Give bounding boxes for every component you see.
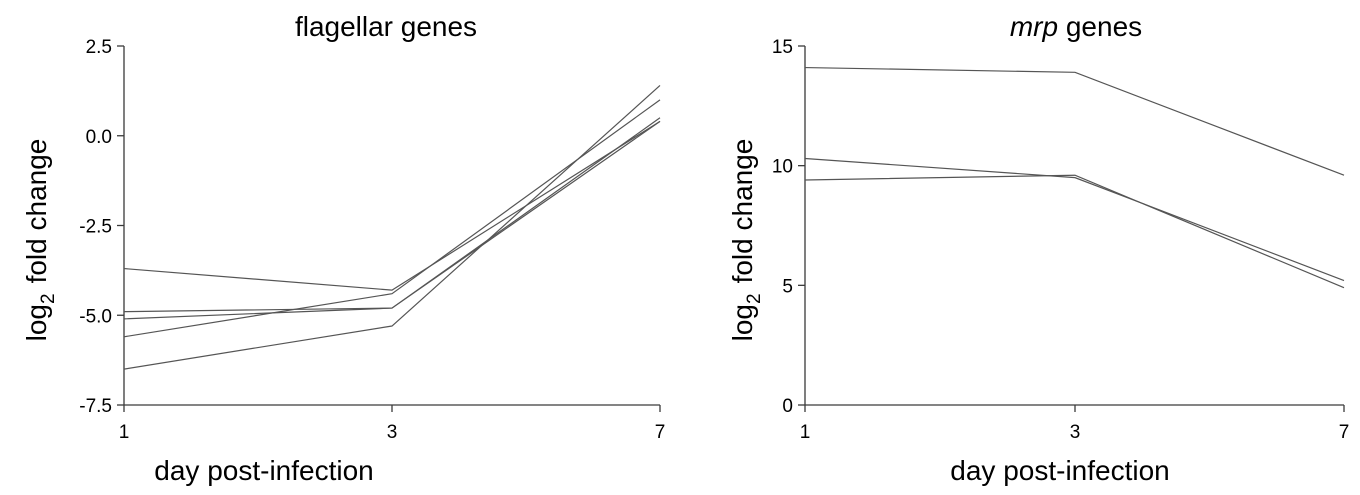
chart-title: flagellar genes: [295, 11, 477, 42]
y-ticks: 2.5 0.0 -2.5 -5.0 -7.5: [79, 37, 124, 417]
y-axis-label-subscript: 2: [744, 293, 765, 304]
x-axis-label: day post-infection: [154, 455, 373, 486]
chart-title-rest: genes: [1058, 11, 1142, 42]
y-tick-label: 0: [782, 396, 793, 417]
y-tick-label: -5.0: [79, 306, 112, 327]
series-line-2: [804, 157, 1345, 282]
series-group: [804, 66, 1345, 289]
y-axis-label: log2 fold change: [21, 139, 59, 342]
y-axis-label-prefix: log: [21, 304, 52, 341]
svg-text:log2fold change: log2 fold change: [727, 139, 765, 342]
series-line-1: [123, 120, 661, 291]
y-axis-label: log2 fold change: [727, 139, 765, 342]
x-ticks: 1 3 7: [119, 405, 666, 443]
mrp-panel: mrp genes log2 fold change day post-infec…: [727, 11, 1349, 486]
y-tick-label: 0.0: [86, 127, 112, 148]
x-tick-label: 7: [655, 422, 666, 443]
series-line-5: [123, 85, 661, 370]
x-ticks: 1 3 7: [800, 405, 1350, 443]
series-line-2: [123, 120, 661, 313]
y-tick-label: -7.5: [79, 396, 112, 417]
y-tick-label: 15: [772, 37, 793, 58]
svg-text:log2fold change: log2 fold change: [21, 139, 59, 342]
y-axis-label-subscript: 2: [38, 293, 59, 304]
x-tick-label: 1: [119, 422, 130, 443]
chart-title: mrp genes: [1010, 11, 1142, 42]
y-tick-label: 2.5: [86, 37, 112, 58]
series-line-1: [804, 66, 1345, 176]
series-group: [123, 85, 661, 370]
series-line-3: [123, 117, 661, 320]
series-line-3: [804, 174, 1345, 289]
flagellar-panel: flagellar genes log2 fold change day post…: [21, 11, 665, 486]
y-axis-label-text: fold change: [727, 139, 758, 284]
y-tick-label: -2.5: [79, 217, 112, 238]
series-line-4: [123, 99, 661, 338]
x-tick-label: 3: [1070, 422, 1081, 443]
chart-title-italic: mrp: [1010, 11, 1058, 42]
x-tick-label: 1: [800, 422, 811, 443]
y-axis-label-text: fold change: [21, 139, 52, 284]
y-ticks: 15 10 5 0: [772, 37, 805, 417]
x-tick-label: 7: [1339, 422, 1350, 443]
y-tick-label: 5: [782, 276, 793, 297]
x-axis-label: day post-infection: [950, 455, 1169, 486]
y-tick-label: 10: [772, 157, 793, 178]
x-tick-label: 3: [387, 422, 398, 443]
y-axis-label-prefix: log: [727, 304, 758, 341]
